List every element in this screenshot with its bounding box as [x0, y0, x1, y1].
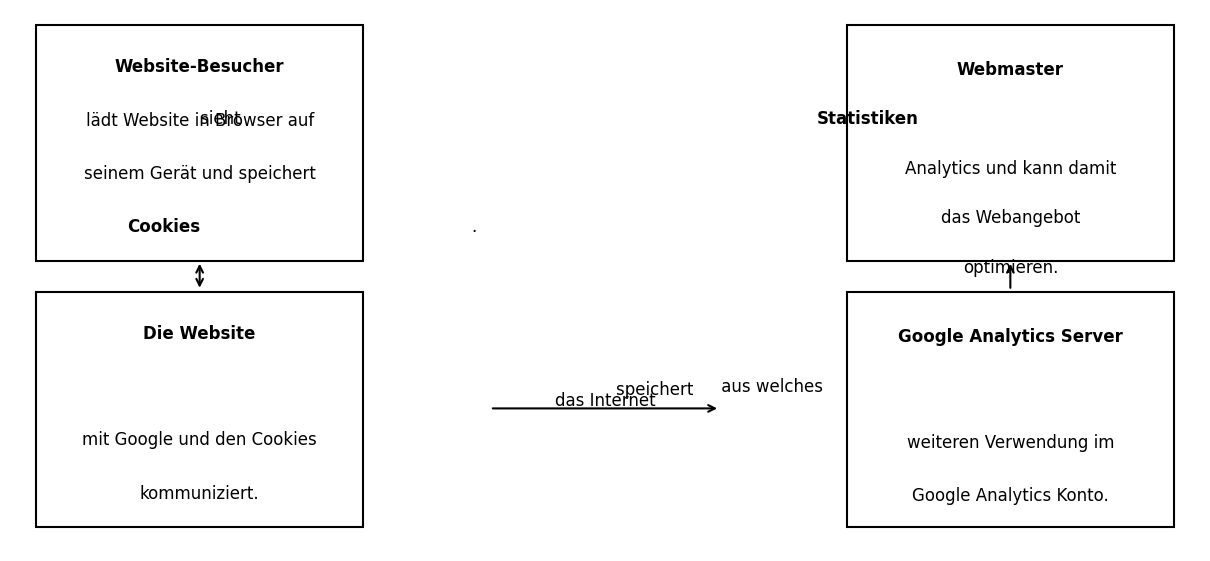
Text: das Webangebot: das Webangebot	[940, 209, 1081, 227]
Text: Google Analytics Server: Google Analytics Server	[898, 328, 1123, 346]
Text: Statistiken: Statistiken	[817, 111, 918, 128]
Text: optimieren.: optimieren.	[963, 259, 1058, 277]
Text: Webmaster: Webmaster	[957, 61, 1064, 79]
Text: weiteren Verwendung im: weiteren Verwendung im	[906, 434, 1114, 452]
FancyBboxPatch shape	[847, 25, 1174, 261]
Text: mit Google und den Cookies: mit Google und den Cookies	[82, 431, 317, 449]
FancyBboxPatch shape	[847, 292, 1174, 527]
Text: lädt Website in Browser auf: lädt Website in Browser auf	[86, 112, 313, 130]
Text: Die Website: Die Website	[144, 325, 255, 343]
FancyBboxPatch shape	[36, 25, 363, 261]
Text: aus welches: aus welches	[716, 378, 823, 396]
Text: Website-Besucher: Website-Besucher	[115, 58, 284, 76]
Text: speichert: speichert	[616, 381, 699, 399]
Text: Google Analytics Konto.: Google Analytics Konto.	[912, 488, 1108, 505]
Text: sieht: sieht	[201, 111, 247, 128]
Text: das Internet: das Internet	[554, 392, 656, 410]
FancyBboxPatch shape	[36, 292, 363, 527]
Text: seinem Gerät und speichert: seinem Gerät und speichert	[83, 165, 316, 183]
Text: Analytics und kann damit: Analytics und kann damit	[905, 160, 1116, 178]
Text: Cookies: Cookies	[127, 218, 201, 236]
Text: kommuniziert.: kommuniziert.	[140, 485, 259, 503]
Text: .: .	[472, 218, 477, 236]
